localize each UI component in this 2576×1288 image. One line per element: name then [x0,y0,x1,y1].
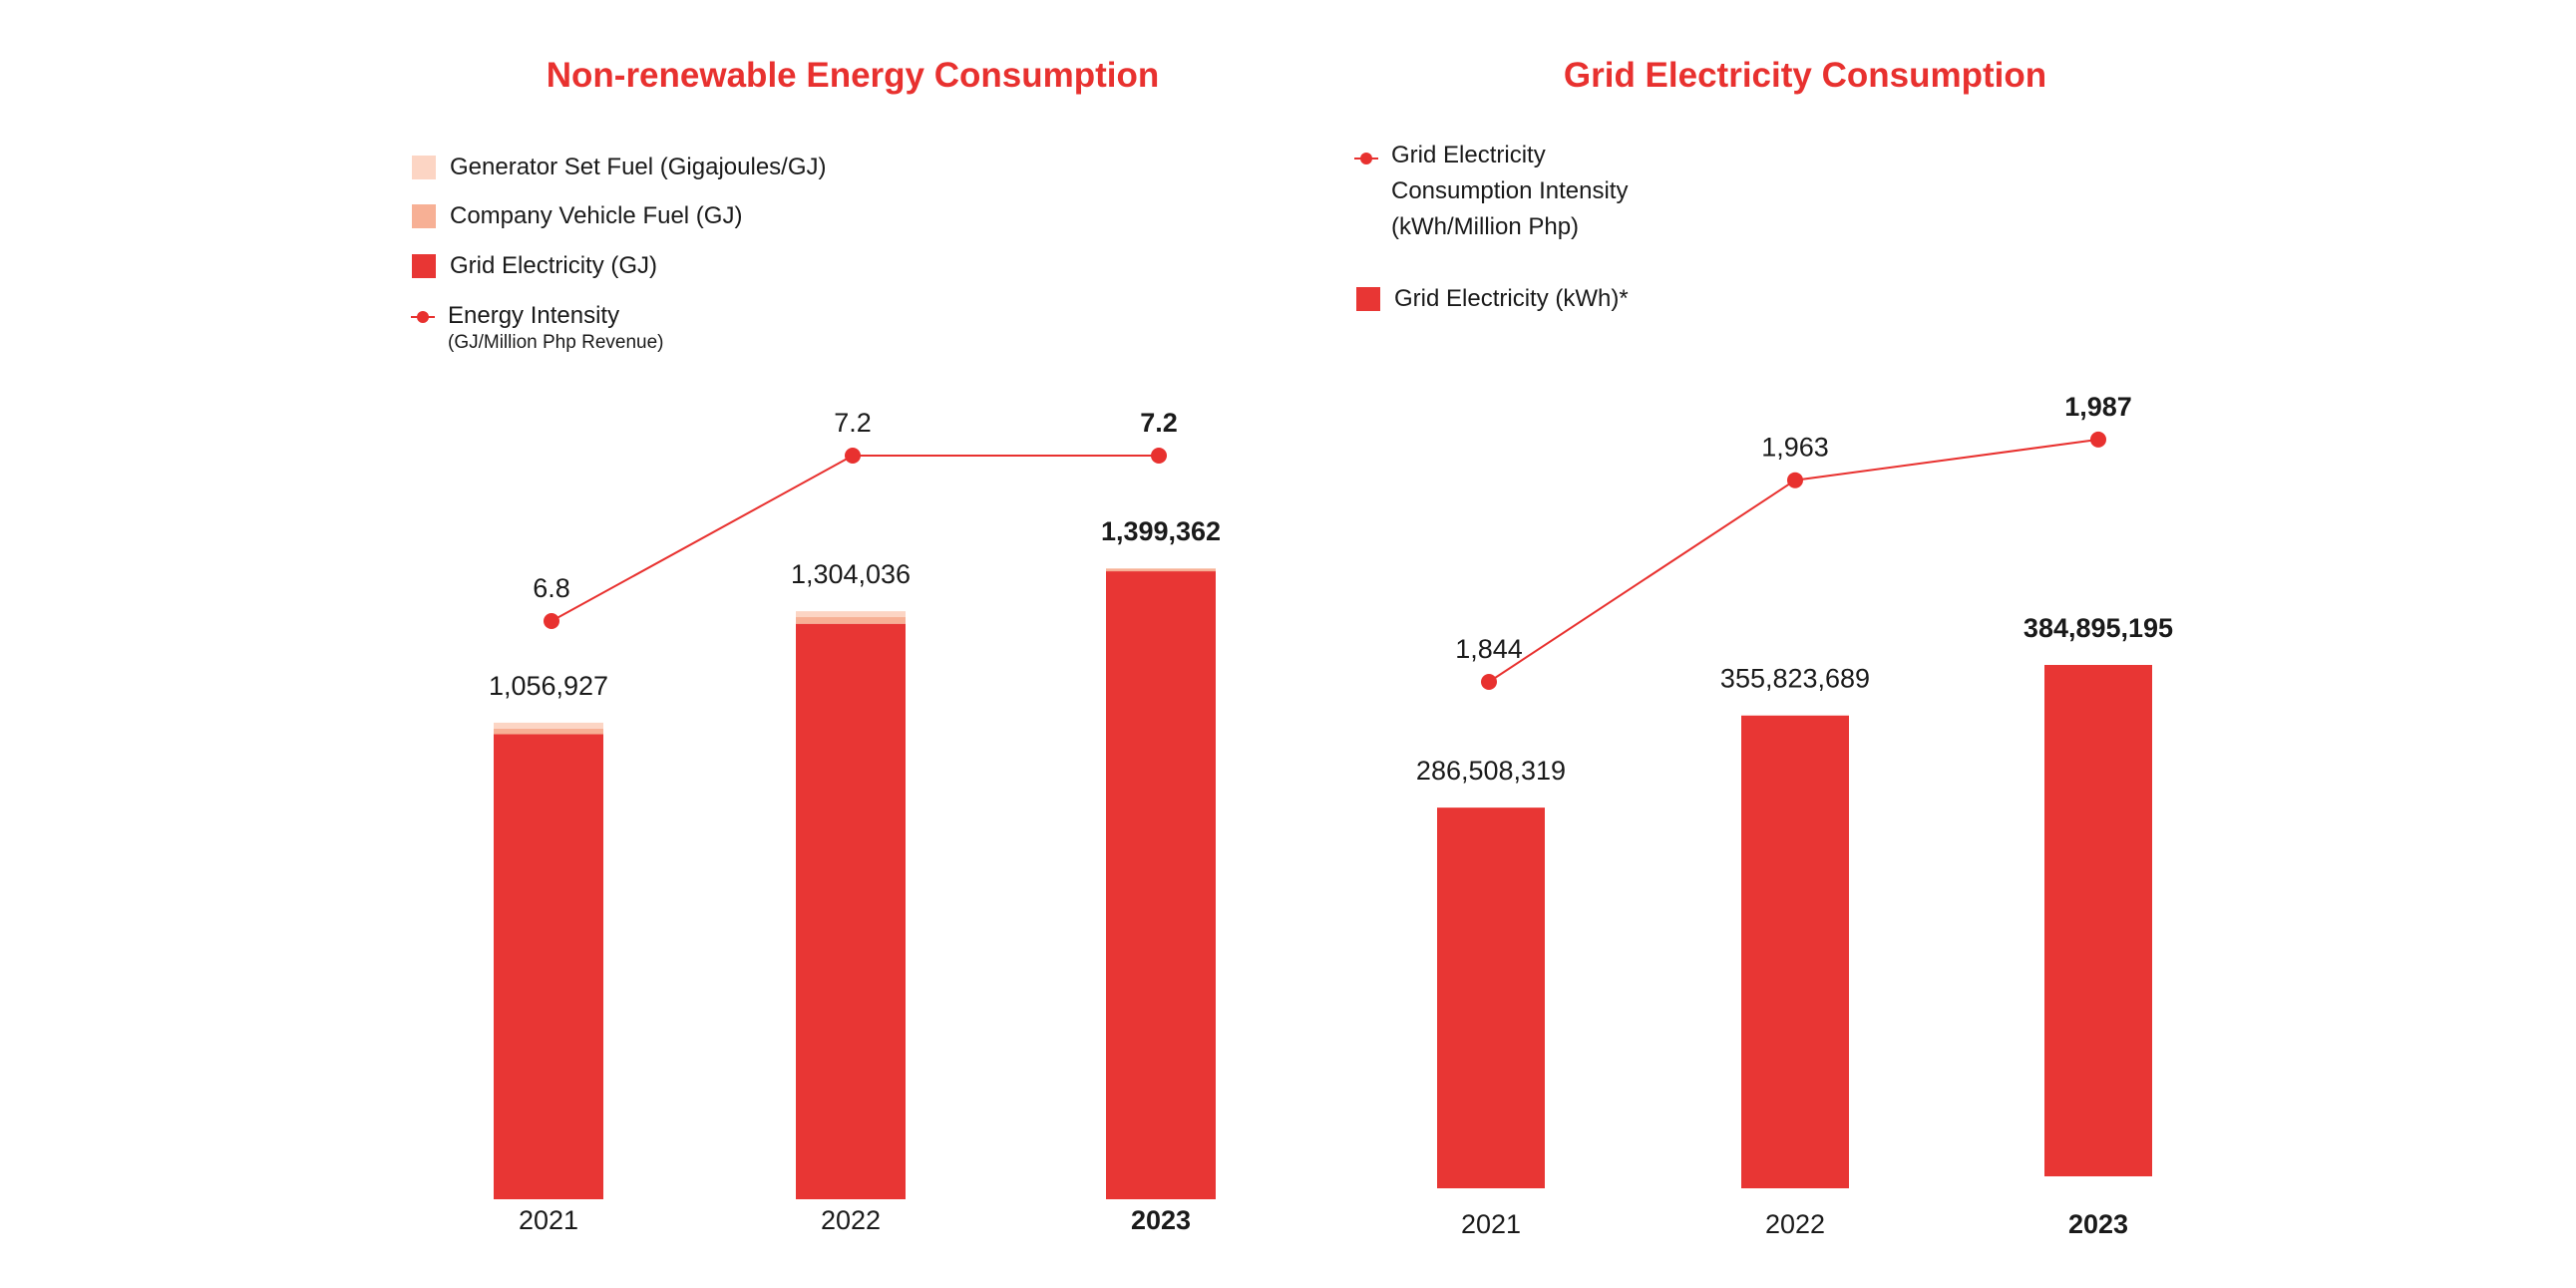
legend-label-main: Energy Intensity [448,302,620,329]
intensity-label: 1,963 [1761,433,1829,463]
legend-swatch-grid-electricity [412,254,436,278]
x-tick-label: 2022 [1765,1209,1825,1239]
bar-total-label: 384,895,195 [2024,613,2173,643]
bar-total-label: 1,304,036 [791,559,911,589]
intensity-label: 1,987 [2064,392,2132,422]
bar-2023-segment-2 [1106,568,1216,569]
bar-2023-segment-1 [1106,568,1216,572]
x-tick-label: 2021 [519,1205,578,1235]
intensity-point [1151,448,1167,464]
legend-swatch-generator-set [412,156,436,179]
legend-swatch-grid-electricity [1356,287,1380,311]
legend-item-generator-set: Generator Set Fuel (Gigajoules/GJ) [412,154,827,181]
bar-2021-primary [1437,807,1545,1188]
legend-item-grid-electricity-kwh: Grid Electricity (kWh)* [1356,285,1629,313]
bar-2021-segment-2 [494,722,603,729]
line-marker-icon [411,311,435,323]
bar-total-label: 1,399,362 [1101,516,1221,546]
bar-2021-primary [494,734,603,1199]
legend-label: Grid Electricity (kWh)* [1394,285,1629,312]
x-tick-label: 2022 [821,1205,881,1235]
bar-2022-primary [1741,715,1849,1188]
bar-2021-segment-1 [494,728,603,735]
bar-total-label: 286,508,319 [1416,756,1566,786]
legend-item-company-vehicle: Company Vehicle Fuel (GJ) [412,202,742,230]
legend-label: Company Vehicle Fuel (GJ) [450,202,743,229]
intensity-point [1481,674,1497,690]
x-tick-label: 2021 [1461,1209,1521,1239]
chart-title-grid-electricity: Grid Electricity Consumption [1563,56,2047,95]
line-marker-icon [1354,153,1378,164]
legend-label: Energy Intensity (GJ/Million Php Revenue… [448,302,663,354]
intensity-line [551,455,1159,622]
intensity-point [1787,472,1803,488]
legend-label: Grid Electricity (GJ) [450,252,658,279]
bar-2022-segment-1 [796,617,906,624]
legend-label-sub: (GJ/Million Php Revenue) [448,332,664,353]
intensity-label: 1,844 [1455,634,1523,664]
x-tick-label: 2023 [2068,1209,2128,1239]
legend-label: Generator Set Fuel (Gigajoules/GJ) [450,154,827,180]
intensity-label: 7.2 [1140,408,1178,438]
x-tick-label: 2023 [1131,1205,1191,1235]
intensity-label: 7.2 [834,408,872,438]
legend-label-line: Consumption Intensity [1391,177,1629,204]
intensity-point [2090,431,2106,448]
bar-2023-primary [1106,571,1216,1199]
bar-2022-segment-2 [796,611,906,618]
legend-item-energy-intensity: Energy Intensity (GJ/Million Php Revenue… [410,302,663,354]
bar-2023-primary [2044,665,2152,1176]
legend-item-grid-intensity: Grid Electricity Consumption Intensity (… [1353,142,1628,245]
bar-2022-primary [796,623,906,1199]
bar-total-label: 1,056,927 [489,671,608,701]
legend-label-line: Grid Electricity [1391,142,1546,168]
intensity-point [544,613,559,629]
legend-label: Grid Electricity Consumption Intensity (… [1391,138,1628,245]
intensity-label: 6.8 [533,573,570,603]
legend-label-line: (kWh/Million Php) [1391,213,1580,240]
intensity-point [845,448,861,464]
legend-item-grid-electricity: Grid Electricity (GJ) [412,252,657,280]
legend-swatch-company-vehicle [412,204,436,228]
chart-title-non-renewable: Non-renewable Energy Consumption [546,56,1160,95]
bar-total-label: 355,823,689 [1720,664,1870,694]
